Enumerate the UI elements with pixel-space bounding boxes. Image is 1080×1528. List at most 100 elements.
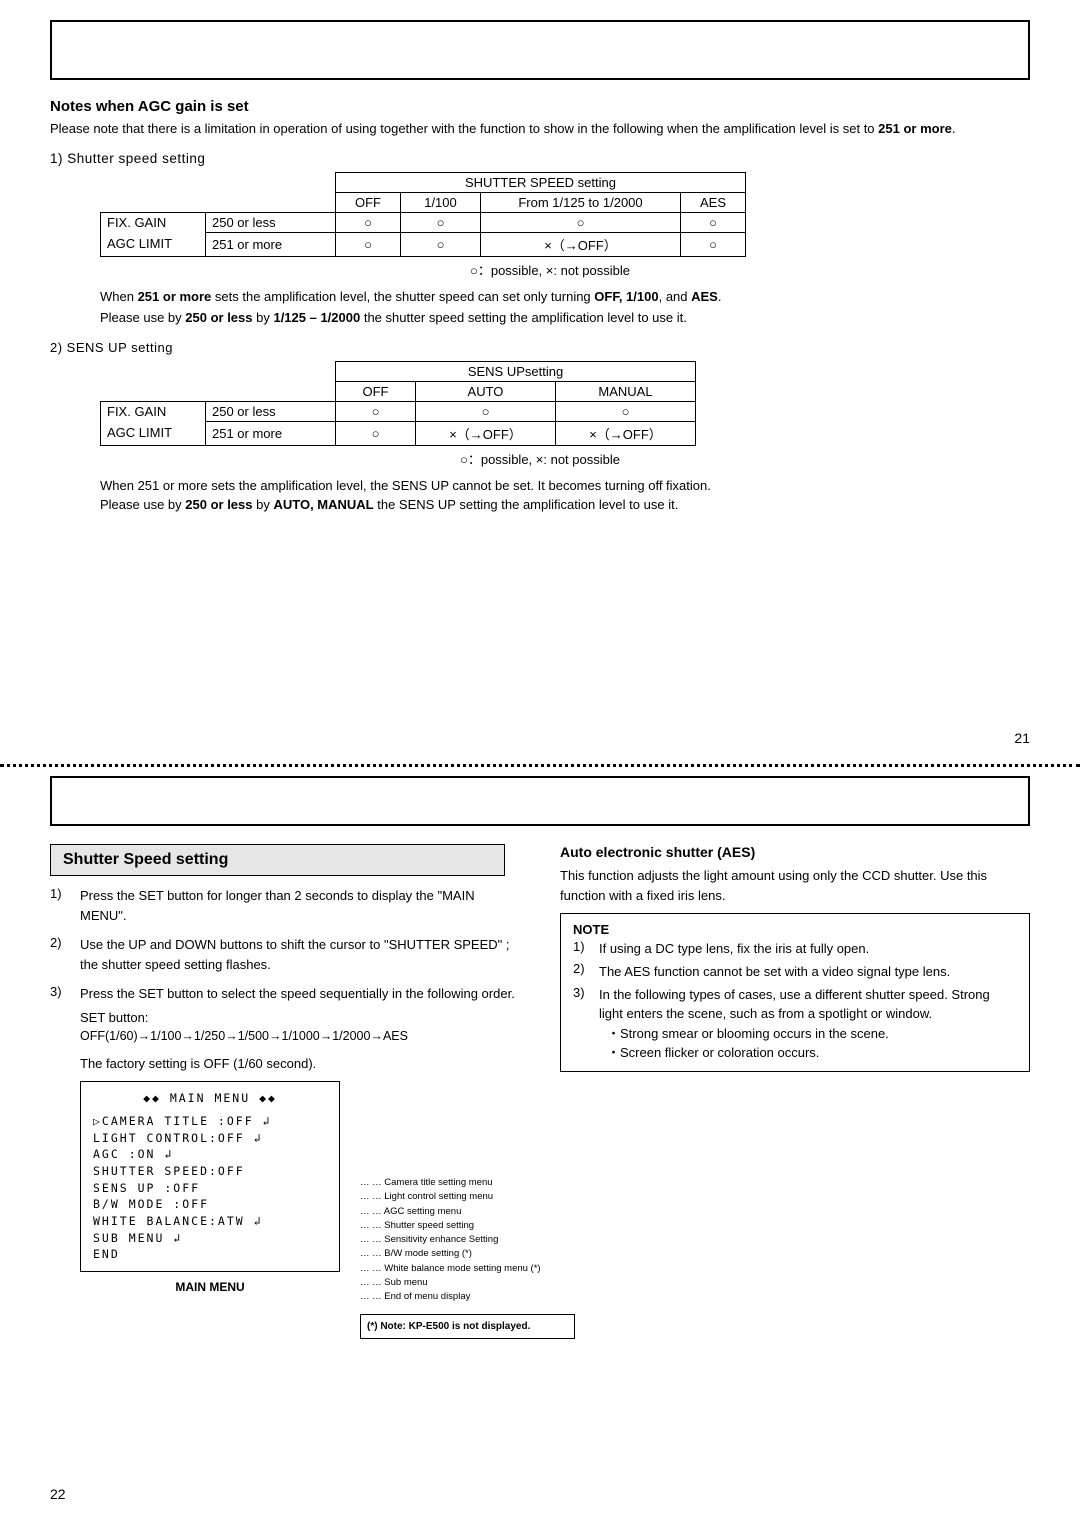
shutter-sequence: OFF(1/60)→1/100→1/250→1/500→1/1000→1/200… — [80, 1027, 520, 1046]
step-2-num: 2) — [50, 935, 80, 974]
t1-r1c1: ○ — [336, 212, 401, 232]
aes-text: This function adjusts the light amount u… — [560, 866, 1030, 905]
p2b-1: Please use by — [100, 497, 185, 512]
note-2-num: 2) — [573, 961, 599, 983]
main-menu-caption: MAIN MENU — [80, 1280, 340, 1294]
note-2-text: The AES function cannot be set with a vi… — [599, 961, 1017, 983]
shutter-speed-header: Shutter Speed setting — [50, 844, 505, 876]
legend-1: ○：possible, ×: not possible — [470, 260, 1030, 279]
t1-r2c3: ×（→OFF） — [481, 232, 681, 256]
p1a-2: 251 or more — [138, 289, 212, 304]
menu-desc-4: … … Sensitivity enhance Setting — [360, 1233, 575, 1247]
para-1b: Please use by 250 or less by 1/125 – 1/2… — [100, 308, 1030, 328]
menu-desc-2: … … AGC setting menu — [360, 1205, 575, 1219]
menu-desc-8: … … End of menu display — [360, 1290, 575, 1304]
p1b-5: the shutter speed setting the amplificat… — [360, 310, 687, 325]
t1-rowlabel-bottom: AGC LIMIT — [101, 232, 206, 256]
menu-line-6: WHITE BALANCE:ATW ↲ — [93, 1213, 327, 1230]
menu-title: ◆◆ MAIN MENU ◆◆ — [93, 1090, 327, 1107]
menu-desc-block: … … Camera title setting menu … … Light … — [360, 1176, 575, 1339]
t1-r1c4: ○ — [681, 212, 746, 232]
p1a-6: AES — [691, 289, 718, 304]
para-2a: When 251 or more sets the amplification … — [100, 476, 1030, 496]
note-bullet-2: ・Screen flicker or coloration occurs. — [607, 1043, 1017, 1063]
t1-h1: OFF — [336, 192, 401, 212]
step-1-num: 1) — [50, 886, 80, 925]
t1-r2-label: 251 or more — [206, 232, 336, 256]
p1a-7: . — [718, 289, 722, 304]
intro-text-1: Please note that there is a limitation i… — [50, 121, 878, 136]
t1-r2c4: ○ — [681, 232, 746, 256]
t2-h2: AUTO — [416, 381, 556, 401]
t2-rowlabel-top: FIX. GAIN — [101, 401, 206, 421]
step-3-num: 3) — [50, 984, 80, 1004]
t1-rowlabel-top: FIX. GAIN — [101, 212, 206, 232]
note-title: NOTE — [573, 922, 1017, 937]
menu-desc-5: … … B/W mode setting (*) — [360, 1247, 575, 1261]
step-3-text: Press the SET button to select the speed… — [80, 984, 520, 1004]
t2-r2c2: ×（→OFF） — [416, 421, 556, 445]
p1a-4: OFF, 1/100 — [594, 289, 658, 304]
t2-r2-label: 251 or more — [206, 421, 336, 445]
p1a-3: sets the amplification level, the shutte… — [211, 289, 594, 304]
agc-intro: Please note that there is a limitation i… — [50, 119, 1030, 139]
step-1-text: Press the SET button for longer than 2 s… — [80, 886, 520, 925]
para-2b: Please use by 250 or less by AUTO, MANUA… — [100, 495, 1030, 515]
menu-desc-3: … … Shutter speed setting — [360, 1219, 575, 1233]
t1-r1c3: ○ — [481, 212, 681, 232]
p1b-3: by — [253, 310, 274, 325]
t1-h4: AES — [681, 192, 746, 212]
menu-desc-6: … … White balance mode setting menu (*) — [360, 1262, 575, 1276]
step-1: 1)Press the SET button for longer than 2… — [50, 886, 520, 925]
t2-h1: OFF — [336, 381, 416, 401]
table-shutter-speed: SHUTTER SPEED setting OFF 1/100 From 1/1… — [100, 172, 746, 257]
t1-r1c2: ○ — [401, 212, 481, 232]
sub-heading-2: 2) SENS UP setting — [50, 340, 1030, 355]
t2-r2c1: ○ — [336, 421, 416, 445]
p1b-4: 1/125 – 1/2000 — [273, 310, 360, 325]
p2b-4: AUTO, MANUAL — [273, 497, 373, 512]
t2-r1c2: ○ — [416, 401, 556, 421]
main-menu-box: ◆◆ MAIN MENU ◆◆ ▷CAMERA TITLE :OFF ↲ LIG… — [80, 1081, 340, 1272]
note-box: NOTE 1)If using a DC type lens, fix the … — [560, 913, 1030, 1072]
t1-r2c1: ○ — [336, 232, 401, 256]
t1-h3: From 1/125 to 1/2000 — [481, 192, 681, 212]
p1a-1: When — [100, 289, 138, 304]
menu-line-2: AGC :ON ↲ — [93, 1146, 327, 1163]
frame-box-bottom — [50, 776, 1030, 826]
step-2: 2)Use the UP and DOWN buttons to shift t… — [50, 935, 520, 974]
menu-line-3: SHUTTER SPEED:OFF — [93, 1163, 327, 1180]
menu-desc-7: … … Sub menu — [360, 1276, 575, 1290]
sub-heading-1: 1) Shutter speed setting — [50, 151, 1030, 166]
t2-rowlabel-bottom: AGC LIMIT — [101, 421, 206, 445]
p2b-5: the SENS UP setting the amplification le… — [374, 497, 679, 512]
menu-line-7: SUB MENU ↲ — [93, 1230, 327, 1247]
note-bullet-1: ・Strong smear or blooming occurs in the … — [607, 1024, 1017, 1044]
intro-text-2: . — [952, 121, 956, 136]
menu-desc-1: … … Light control setting menu — [360, 1190, 575, 1204]
p2b-3: by — [253, 497, 274, 512]
legend-2: ○：possible, ×: not possible — [460, 449, 1030, 468]
aes-title: Auto electronic shutter (AES) — [560, 844, 1030, 860]
menu-line-8: END — [93, 1246, 327, 1263]
set-button-label: SET button: — [80, 1008, 520, 1028]
small-note-box: (*) Note: KP-E500 is not displayed. — [360, 1314, 575, 1339]
page-number-21: 21 — [1014, 730, 1030, 746]
table2-title: SENS UPsetting — [336, 361, 696, 381]
frame-box-top — [50, 20, 1030, 80]
menu-line-5: B/W MODE :OFF — [93, 1196, 327, 1213]
t2-r1-label: 250 or less — [206, 401, 336, 421]
agc-heading: Notes when AGC gain is set — [50, 98, 1030, 115]
p2b-2: 250 or less — [185, 497, 252, 512]
table-sens-up: SENS UPsetting OFF AUTO MANUAL FIX. GAIN… — [100, 361, 696, 446]
t1-r1-label: 250 or less — [206, 212, 336, 232]
t2-h3: MANUAL — [556, 381, 696, 401]
note-3-text: In the following types of cases, use a d… — [599, 985, 1017, 1024]
menu-line-1: LIGHT CONTROL:OFF ↲ — [93, 1130, 327, 1147]
t2-r1c1: ○ — [336, 401, 416, 421]
p1b-2: 250 or less — [185, 310, 252, 325]
p1b-1: Please use by — [100, 310, 185, 325]
page-number-22: 22 — [50, 1486, 66, 1502]
t2-r2c3: ×（→OFF） — [556, 421, 696, 445]
t1-r2c2: ○ — [401, 232, 481, 256]
